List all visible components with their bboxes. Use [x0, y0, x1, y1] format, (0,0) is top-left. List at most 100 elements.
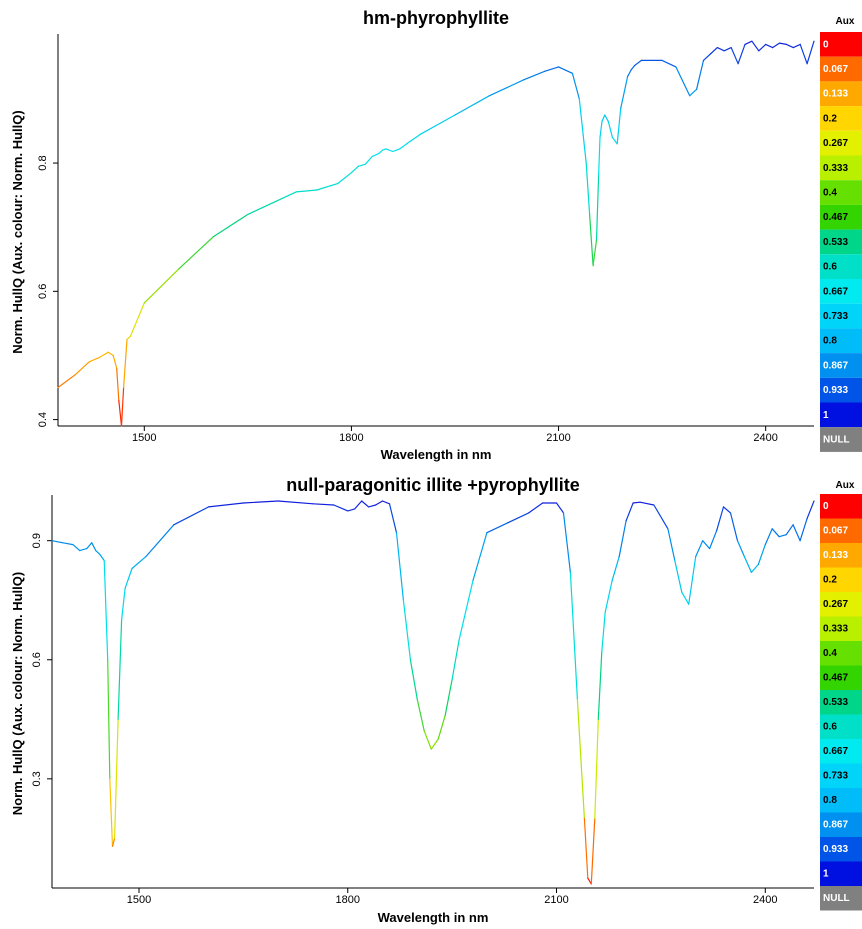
spectrum-segment [792, 524, 801, 542]
legend-label: 0.467 [823, 673, 848, 684]
y-axis-title: Norm. HullQ (Aux. colour: Norm. HullQ) [10, 572, 25, 815]
spectrum-segment [120, 587, 126, 621]
legend-label: 0.667 [823, 286, 848, 297]
legend-swatch [820, 592, 862, 617]
x-axis-title: Wavelength in nm [378, 910, 489, 925]
spectrum-segment [371, 152, 380, 158]
spectrum-segment [695, 59, 705, 90]
spectrum-segment [402, 599, 411, 661]
spectrum-segment [111, 837, 116, 847]
legend-label: 0.6 [823, 262, 837, 273]
spectrum-segment [778, 42, 788, 46]
spectrum-segment [601, 114, 606, 123]
legend-label: 0.533 [823, 697, 848, 708]
legend-label: NULL [823, 893, 850, 904]
spectrum-segment [806, 500, 815, 520]
spectrum-segment [88, 356, 101, 363]
spectrum-segment [112, 354, 118, 369]
spectrum-segment [406, 133, 422, 145]
legend-label: 0.667 [823, 746, 848, 757]
legend-swatch [820, 763, 862, 788]
spectrum-segment [444, 679, 453, 716]
spectrum-segment [611, 136, 618, 145]
legend-swatch [820, 427, 862, 452]
legend-swatch [820, 56, 862, 82]
spectrum-segment [51, 540, 64, 544]
spectrum-segment [451, 639, 460, 681]
spectrum-segment [120, 386, 125, 427]
spectrum-segment [626, 69, 632, 78]
spectrum-segment [736, 540, 746, 558]
spectrum-segment [103, 559, 109, 661]
spectrum-segment [632, 501, 641, 504]
spectrum-segment [375, 500, 384, 506]
legend-swatch [820, 812, 862, 837]
spectrum-segment [437, 714, 446, 740]
legend-label: 0.133 [823, 550, 848, 561]
spectrum-segment [143, 268, 180, 304]
spectrum-segment [722, 506, 732, 514]
spectrum-segment [667, 528, 676, 562]
spectrum-segment [744, 40, 753, 46]
chart-panel-bottom: null-paragonitic illite +pyrophyllite 150… [0, 465, 862, 929]
legend-label: 0 [823, 39, 829, 50]
spectrum-segment [423, 730, 432, 750]
legend-swatch [820, 180, 862, 205]
legend-label: 0.067 [823, 64, 848, 75]
legend-label: 0.933 [823, 385, 848, 396]
spectrum-segment [91, 542, 97, 552]
spectrum-segment [99, 553, 105, 562]
spectrum-segment [571, 72, 580, 100]
legend-swatch [820, 567, 862, 592]
spectrum-segment [61, 542, 74, 546]
spectrum-segment [116, 367, 120, 401]
spectrum-segment [472, 532, 488, 582]
spectrum-segment [124, 567, 133, 589]
legend-swatch [820, 106, 862, 131]
spectrum-segment [117, 619, 123, 720]
spectrum-segment [544, 66, 560, 72]
legend-swatch [820, 155, 862, 181]
paragonitic-illite-chart: null-paragonitic illite +pyrophyllite 150… [10, 475, 862, 925]
spectrum-segment [588, 213, 594, 267]
spectrum-segment [599, 120, 603, 138]
legend-swatch [820, 861, 862, 886]
legend-swatch [820, 353, 862, 378]
legend-label: 0.933 [823, 844, 848, 855]
spectrum-segment [381, 148, 387, 151]
spectrum-segment [295, 189, 318, 193]
spectrum-segment [653, 504, 669, 530]
spectrum-segment [488, 79, 525, 97]
spectrum-segment [118, 399, 123, 427]
hm-phyrophyllite-chart: hm-phyrophyllite 1500 1800 2100 2400 0.4 0.6 0.… [10, 8, 862, 462]
spectrum-segment [620, 75, 629, 110]
spectrum-segment [95, 549, 101, 556]
legend-swatch [820, 402, 862, 428]
spectrum-segment [601, 611, 606, 653]
spectrum-segment [715, 506, 725, 532]
spectrum-segment [681, 591, 690, 605]
spectrum-segment [409, 659, 418, 701]
y-tick-label: 0.8 [37, 155, 49, 170]
legend-label: 0.533 [823, 237, 848, 248]
spectrum-segment [528, 502, 544, 514]
spectrum-segment [562, 512, 572, 574]
legend-swatch [820, 494, 862, 519]
spectrum-segment [131, 555, 147, 570]
spectrum-segment [399, 143, 408, 150]
legend-label: 1 [823, 869, 829, 880]
spectrum-segment [702, 540, 711, 550]
legend-label: 0.4 [823, 188, 837, 199]
spectrum-segment [765, 43, 774, 49]
spectrum-segment [785, 43, 794, 49]
x-axis-title: Wavelength in nm [381, 447, 492, 462]
legend-label: 1 [823, 410, 829, 421]
spectrum-segment [758, 43, 767, 52]
x-tick-label: 2400 [753, 894, 777, 906]
spectrum-segment [416, 698, 425, 732]
spectrum-segment [107, 351, 114, 357]
legend-swatch [820, 130, 862, 156]
spectrum-segment [583, 817, 589, 879]
spectrum-segment [764, 528, 773, 546]
legend-label: 0.2 [823, 113, 837, 124]
